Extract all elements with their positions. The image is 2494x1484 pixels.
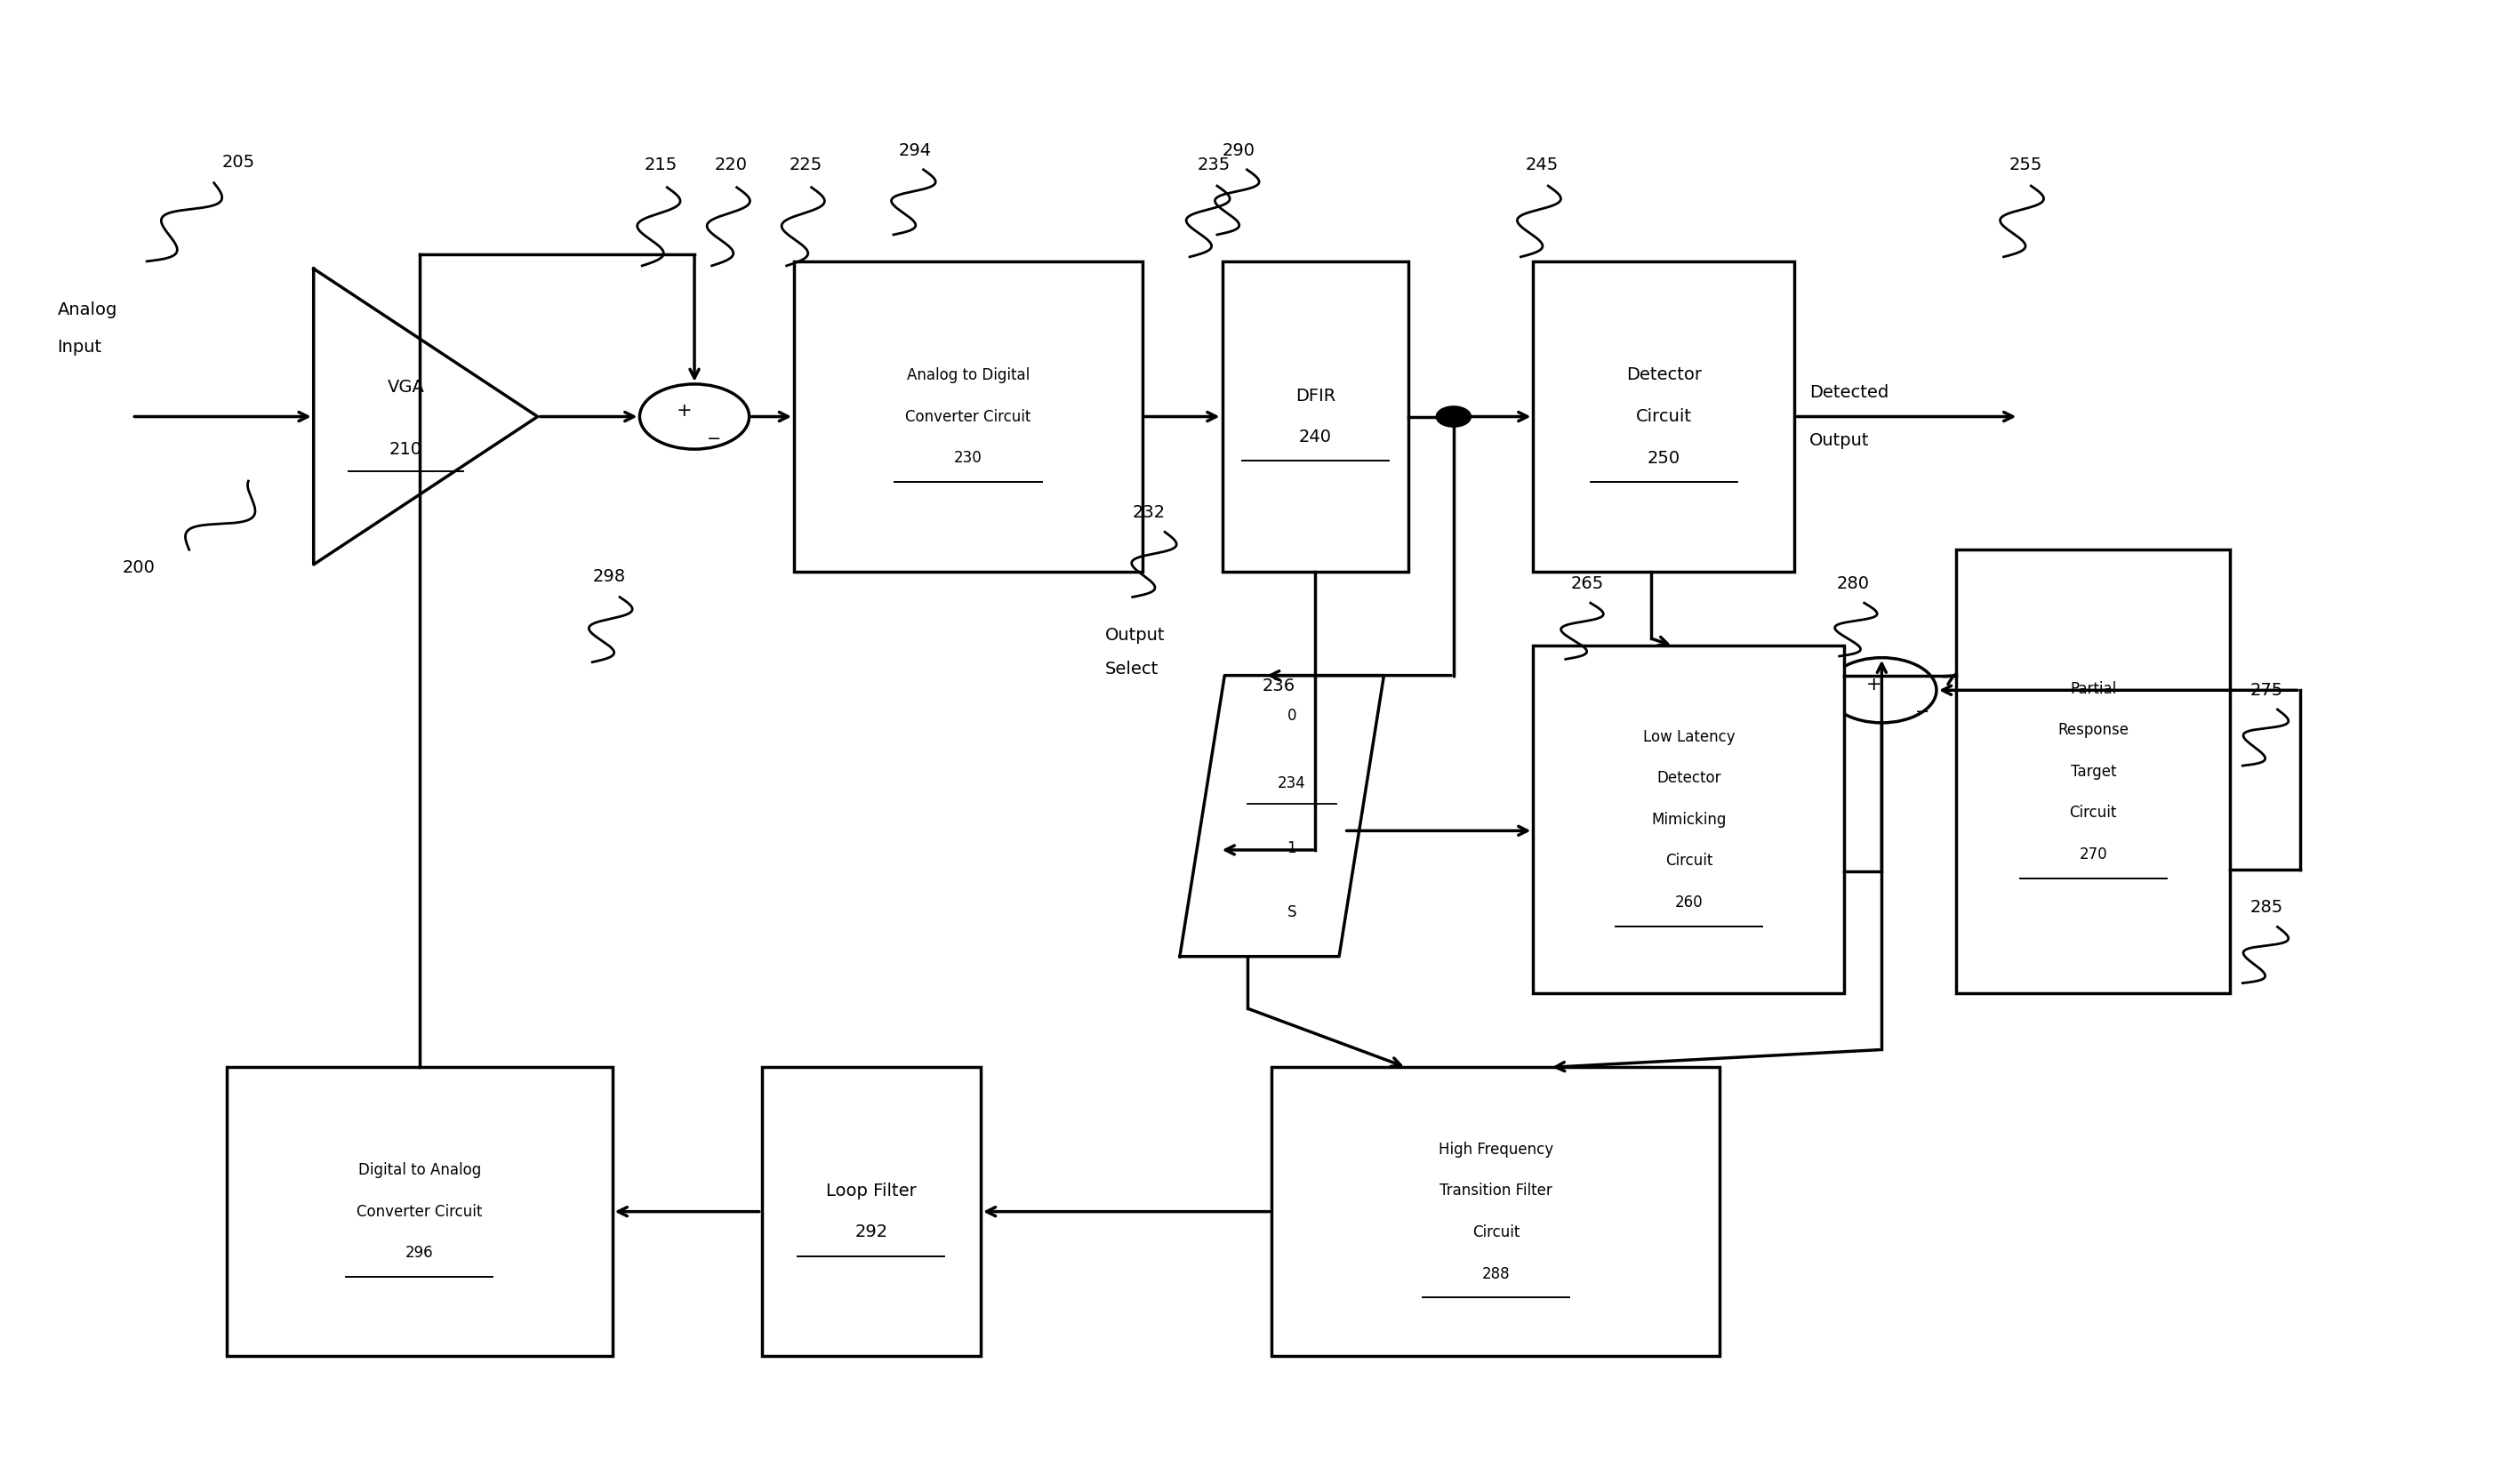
Bar — [793, 261, 1142, 571]
Bar — [1272, 1067, 1721, 1356]
Text: 235: 235 — [1197, 157, 1230, 174]
Text: 240: 240 — [1299, 429, 1332, 445]
Bar — [1955, 549, 2230, 993]
Text: 275: 275 — [2250, 681, 2282, 699]
Text: VGA: VGA — [387, 378, 424, 395]
Text: Circuit: Circuit — [1471, 1224, 1519, 1241]
Text: Converter Circuit: Converter Circuit — [905, 408, 1030, 424]
Text: Detector: Detector — [1656, 770, 1721, 787]
Text: 260: 260 — [1676, 895, 1703, 911]
Text: Input: Input — [57, 338, 102, 356]
Text: 270: 270 — [2080, 846, 2107, 862]
Text: 296: 296 — [407, 1245, 434, 1261]
Text: Analog: Analog — [57, 301, 117, 319]
Text: 0: 0 — [1287, 708, 1297, 723]
Text: 200: 200 — [122, 559, 155, 576]
Text: 298: 298 — [594, 568, 626, 585]
Text: Response: Response — [2058, 723, 2130, 738]
Text: 234: 234 — [1277, 776, 1307, 791]
Text: +: + — [1866, 675, 1883, 693]
Text: 255: 255 — [2008, 157, 2043, 174]
Text: 288: 288 — [1481, 1266, 1509, 1282]
Text: Circuit: Circuit — [1666, 853, 1713, 870]
Text: 230: 230 — [955, 450, 983, 466]
Text: 285: 285 — [2250, 899, 2282, 916]
Text: Detected: Detected — [1811, 384, 1888, 401]
Bar — [1222, 261, 1409, 571]
Text: 245: 245 — [1526, 157, 1559, 174]
Text: Transition Filter: Transition Filter — [1439, 1183, 1551, 1199]
Text: 1: 1 — [1287, 840, 1297, 856]
Text: Low Latency: Low Latency — [1644, 729, 1736, 745]
Text: 290: 290 — [1222, 142, 1254, 159]
Text: Digital to Analog: Digital to Analog — [359, 1162, 481, 1178]
Text: S: S — [1287, 904, 1297, 920]
Text: Converter Circuit: Converter Circuit — [357, 1204, 481, 1220]
Bar — [227, 1067, 614, 1356]
Text: 205: 205 — [222, 154, 254, 171]
Text: Analog to Digital: Analog to Digital — [908, 367, 1030, 383]
Text: High Frequency: High Frequency — [1439, 1141, 1554, 1158]
Text: Circuit: Circuit — [2070, 804, 2117, 821]
Text: 292: 292 — [855, 1224, 888, 1241]
Text: DFIR: DFIR — [1294, 387, 1337, 404]
Text: Circuit: Circuit — [1636, 408, 1691, 424]
Text: Output: Output — [1811, 432, 1870, 448]
Text: +: + — [676, 402, 693, 420]
Text: 215: 215 — [643, 157, 678, 174]
Text: −: − — [1915, 703, 1930, 720]
Text: Mimicking: Mimicking — [1651, 812, 1726, 828]
Text: −: − — [708, 430, 721, 447]
Text: 265: 265 — [1571, 576, 1604, 592]
Text: Target: Target — [2070, 764, 2117, 779]
Text: 225: 225 — [788, 157, 823, 174]
Bar — [1534, 646, 1846, 993]
Text: Select: Select — [1105, 660, 1160, 678]
Text: Detector: Detector — [1626, 367, 1701, 384]
Bar — [761, 1067, 980, 1356]
Text: Partial: Partial — [2070, 681, 2117, 697]
Text: 236: 236 — [1262, 677, 1294, 695]
Text: 294: 294 — [898, 142, 933, 159]
Text: Loop Filter: Loop Filter — [826, 1183, 915, 1199]
Text: Output: Output — [1105, 628, 1165, 644]
Circle shape — [1437, 407, 1471, 427]
Text: 210: 210 — [389, 441, 421, 457]
Text: 220: 220 — [713, 157, 748, 174]
Text: 250: 250 — [1649, 450, 1681, 466]
Text: 232: 232 — [1132, 505, 1165, 521]
Text: 280: 280 — [1838, 576, 1870, 592]
Bar — [1534, 261, 1796, 571]
